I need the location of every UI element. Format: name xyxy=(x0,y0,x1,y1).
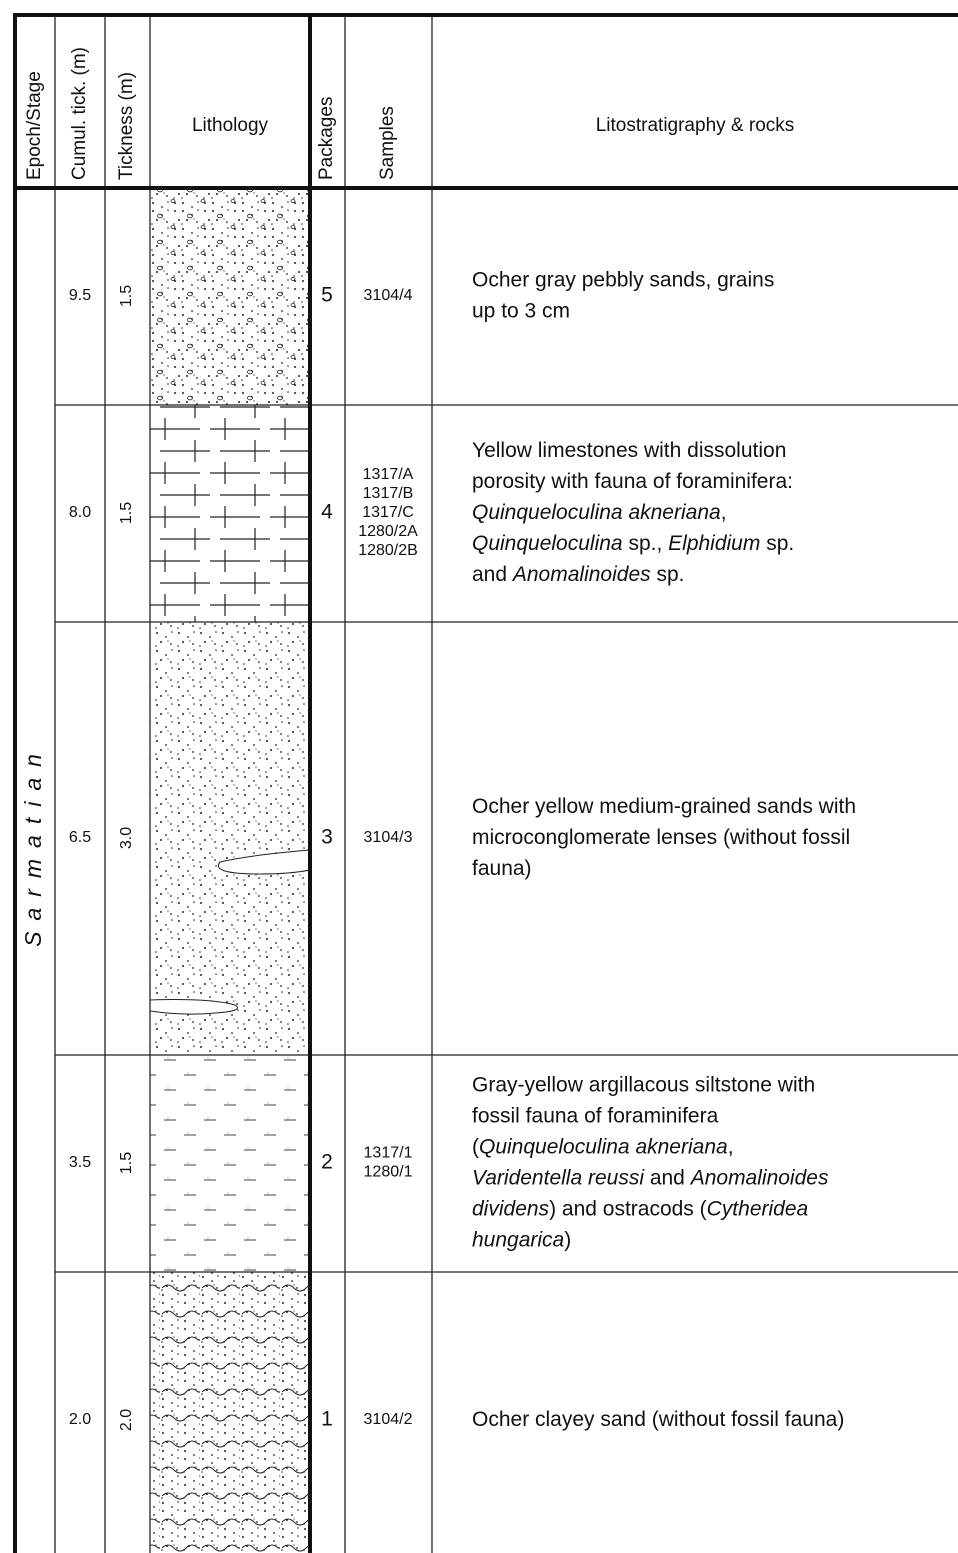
package: 5 xyxy=(321,284,333,307)
sample: 3104/3 xyxy=(364,829,413,846)
thickness: 1.5 xyxy=(118,1152,135,1174)
thickness: 1.5 xyxy=(118,285,135,307)
thickness: 2.0 xyxy=(118,1409,135,1431)
epoch-label: Sarmatian xyxy=(20,743,46,947)
text-run: up to 3 cm xyxy=(472,299,570,322)
stratigraphic-column: Epoch/Stage Cumul. tick. (m) Tickness (m) L… xyxy=(0,0,958,1553)
text-run: Ocher clayey sand (without fossil fauna) xyxy=(472,1408,844,1431)
text-run: sp., xyxy=(623,532,669,555)
description-line: hungarica) xyxy=(472,1228,571,1251)
column-header: Epoch/Stage xyxy=(24,71,45,180)
limestone xyxy=(150,405,310,622)
pebbly-sand xyxy=(150,188,310,405)
cumulative-thickness: 9.5 xyxy=(69,287,91,304)
taxon-name: Varidentella reussi xyxy=(472,1166,645,1189)
sample: 1280/1 xyxy=(364,1164,413,1181)
description-line: microconglomerate lenses (without fossil xyxy=(472,826,850,849)
cumulative-thickness: 6.5 xyxy=(69,829,91,846)
text-run: ) and ostracods ( xyxy=(549,1197,707,1220)
column-header: Lithology xyxy=(192,115,269,136)
sample: 3104/4 xyxy=(364,287,413,304)
text-run: ) xyxy=(564,1228,571,1251)
sample: 1317/C xyxy=(362,504,414,521)
package: 4 xyxy=(321,501,333,524)
text-run: Ocher yellow medium-grained sands with xyxy=(472,795,856,818)
text-run: Gray-yellow argillacous siltstone with xyxy=(472,1073,815,1096)
text-run: sp. xyxy=(651,563,685,586)
package: 2 xyxy=(321,1151,333,1174)
description-line: porosity with fauna of foraminifera: xyxy=(472,470,793,493)
sample: 1317/A xyxy=(363,466,414,483)
description-line: Ocher clayey sand (without fossil fauna) xyxy=(472,1408,844,1431)
text-run: Ocher gray pebbly sands, grains xyxy=(472,268,774,291)
description-line: fossil fauna of foraminifera xyxy=(472,1104,719,1127)
column-header: Tickness (m) xyxy=(116,72,137,180)
taxon-name: Quinqueloculina xyxy=(472,532,623,555)
sample: 3104/2 xyxy=(364,1411,413,1428)
sand xyxy=(150,622,310,1055)
taxon-name: Elphidium xyxy=(668,532,760,555)
column-header: Litostratigraphy & rocks xyxy=(596,115,795,136)
text-run: sp. xyxy=(760,532,794,555)
description-line: Quinqueloculina akneriana, xyxy=(472,501,727,524)
text-run: and xyxy=(472,563,513,586)
taxon-name: Anomalinoides xyxy=(689,1166,829,1189)
lithology xyxy=(150,188,310,1553)
package: 1 xyxy=(321,1408,333,1431)
cumulative-thickness: 3.5 xyxy=(69,1154,91,1171)
description-line: and Anomalinoides sp. xyxy=(472,563,685,586)
taxon-name: Cytheridea xyxy=(707,1197,809,1220)
description-line: fauna) xyxy=(472,857,532,880)
text-run: ( xyxy=(472,1135,479,1158)
thickness: 3.0 xyxy=(118,827,135,849)
column-header: Cumul. tick. (m) xyxy=(69,47,90,180)
description-line: Gray-yellow argillacous siltstone with xyxy=(472,1073,815,1096)
description-line: up to 3 cm xyxy=(472,299,570,322)
column-header: Samples xyxy=(377,106,398,180)
taxon-name: dividens xyxy=(472,1197,550,1220)
description-line: Quinqueloculina sp., Elphidium sp. xyxy=(472,532,794,555)
description-line: dividens) and ostracods (Cytheridea xyxy=(472,1197,808,1220)
text-run: , xyxy=(728,1135,734,1158)
text-run: fossil fauna of foraminifera xyxy=(472,1104,719,1127)
description-line: Yellow limestones with dissolution xyxy=(472,439,786,462)
description-line: Ocher gray pebbly sands, grains xyxy=(472,268,774,291)
description-line: Ocher yellow medium-grained sands with xyxy=(472,795,856,818)
sample: 1280/2B xyxy=(358,542,418,559)
package: 3 xyxy=(321,826,333,849)
description-line: (Quinqueloculina akneriana, xyxy=(472,1135,734,1158)
description-line: Varidentella reussi and Anomalinoides xyxy=(472,1166,829,1189)
page: Epoch/Stage Cumul. tick. (m) Tickness (m) L… xyxy=(0,0,958,1553)
text-run: , xyxy=(721,501,727,524)
text-run: porosity with fauna of foraminifera: xyxy=(472,470,793,493)
siltstone xyxy=(150,1055,310,1272)
column-header: Packages xyxy=(316,97,337,180)
cumulative-thickness: 2.0 xyxy=(69,1411,91,1428)
thickness: 1.5 xyxy=(118,502,135,524)
taxon-name: Quinqueloculina akneriana xyxy=(479,1135,728,1158)
text-run: fauna) xyxy=(472,857,532,880)
clayey-sand xyxy=(150,1272,310,1553)
taxon-name: Anomalinoides xyxy=(511,563,651,586)
sample: 1317/1 xyxy=(364,1145,413,1162)
text-run: Yellow limestones with dissolution xyxy=(472,439,786,462)
taxon-name: hungarica xyxy=(472,1228,564,1251)
taxon-name: Quinqueloculina akneriana xyxy=(472,501,721,524)
text-run: and xyxy=(644,1166,691,1189)
sample: 1317/B xyxy=(363,485,414,502)
cumulative-thickness: 8.0 xyxy=(69,504,91,521)
text-run: microconglomerate lenses (without fossil xyxy=(472,826,850,849)
sample: 1280/2A xyxy=(358,523,418,540)
